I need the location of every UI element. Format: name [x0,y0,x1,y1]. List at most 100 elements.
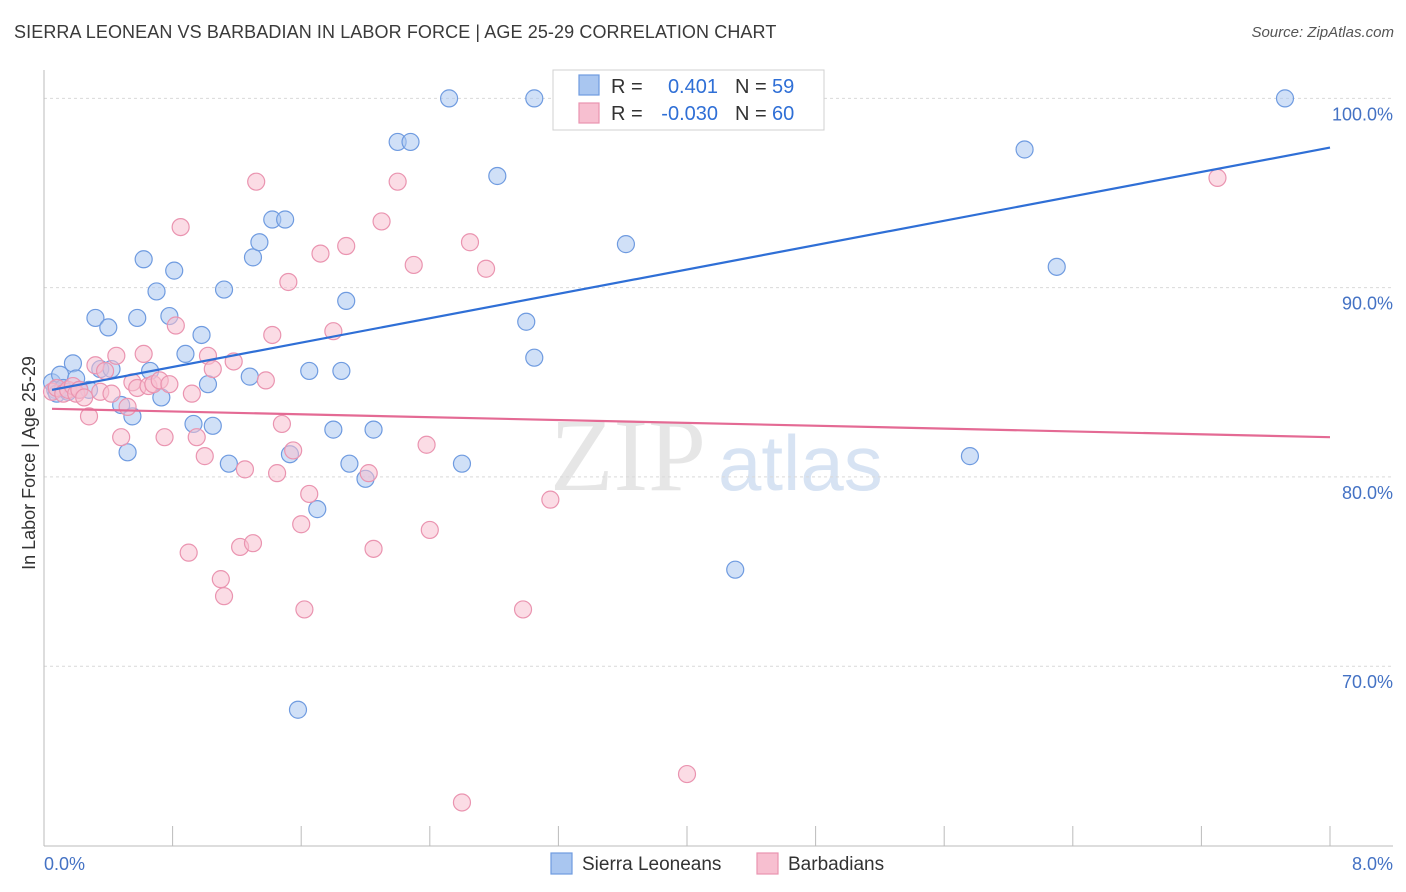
point-barbadian [195,447,214,466]
point-sierra-leonean [364,420,383,439]
legend-r-value-2: -0.030 [661,103,718,125]
point-barbadian [267,464,287,483]
point-barbadian [256,371,275,390]
point-barbadian [107,346,126,365]
point-barbadian [372,212,391,231]
bottom-legend: Sierra Leoneans Barbadians [550,852,884,875]
watermark-zip: ZIP [550,398,706,513]
point-barbadian [292,515,311,534]
series-barbadians-points [42,168,1227,812]
bottom-legend-label-sierra-leoneans: Sierra Leoneans [582,854,721,875]
bottom-legend-label-barbadians: Barbadians [788,854,884,875]
point-sierra-leonean [525,348,544,367]
point-sierra-leonean [525,89,544,108]
legend-swatch-sierra-leoneans [578,74,600,96]
point-sierra-leonean [337,291,356,311]
point-sierra-leonean [288,700,308,719]
legend-swatch-barbadians [578,102,600,124]
point-barbadian [235,460,255,479]
legend-r-value-1: 0.401 [668,76,718,98]
point-sierra-leonean [86,308,105,328]
point-barbadian [279,272,298,292]
legend-n-label-2: N = [735,103,767,125]
y-tick-label: 70.0% [1342,672,1393,692]
point-sierra-leonean [63,354,83,373]
point-barbadian [179,543,198,562]
y-axis-title: In Labor Force | Age 25-29 [19,356,39,570]
point-sierra-leonean [99,318,118,337]
point-barbadian [388,172,407,191]
point-barbadian [460,233,480,252]
point-sierra-leonean [176,344,195,364]
chart-title: SIERRA LEONEAN VS BARBADIAN IN LABOR FOR… [14,22,777,42]
y-axis-labels: 70.0% 80.0% 90.0% 100.0% [1332,104,1393,692]
source-label: Source: ZipAtlas.com [1251,24,1394,41]
point-barbadian [284,441,303,460]
point-sierra-leonean [332,361,351,381]
point-barbadian [182,384,201,403]
point-barbadian [417,435,436,454]
point-sierra-leonean [452,454,472,473]
bottom-legend-swatch-sierra-leoneans [550,852,573,875]
point-barbadian [95,361,115,381]
point-barbadian [134,344,153,364]
point-barbadian [272,414,292,434]
axes [43,70,1393,847]
trend-lines [51,146,1331,439]
point-sierra-leonean [324,420,343,439]
point-sierra-leonean [1015,140,1034,159]
legend-r-label-2: R = [611,103,643,125]
point-barbadian [214,587,234,606]
point-sierra-leonean [134,250,153,269]
point-sierra-leonean [616,235,636,254]
point-sierra-leonean [198,375,218,394]
point-barbadian [541,490,560,509]
point-barbadian [243,534,263,553]
point-barbadian [203,359,222,379]
series-sierra-leoneans-points [42,89,1295,719]
point-sierra-leonean [517,312,536,331]
legend-r-label-1: R = [611,76,643,98]
point-sierra-leonean [300,361,319,381]
point-barbadian [677,764,697,784]
y-tick-label: 100.0% [1332,104,1393,124]
point-sierra-leonean [726,560,745,579]
x-axis-ticks [43,826,1331,846]
point-sierra-leonean [240,367,259,386]
point-sierra-leonean [192,325,211,345]
point-barbadian [211,570,230,589]
point-sierra-leonean [960,447,980,466]
point-barbadian [102,384,121,403]
point-sierra-leonean [147,282,166,301]
point-barbadian [311,244,330,263]
x-tick-label-max: 8.0% [1352,854,1393,874]
point-sierra-leonean [276,210,295,229]
y-tick-label: 80.0% [1342,483,1393,503]
legend-n-label-1: N = [735,76,767,98]
point-barbadian [187,428,206,447]
point-sierra-leonean [128,308,147,328]
point-barbadian [476,259,496,278]
point-barbadian [295,600,314,619]
point-barbadian [337,236,356,256]
legend: R = 0.401 N = 59 R = -0.030 N = 60 [552,69,825,131]
point-barbadian [79,407,99,426]
point-sierra-leonean [203,416,222,435]
bottom-legend-swatch-barbadians [756,852,779,875]
point-barbadian [75,388,94,407]
legend-n-value-2: 60 [772,103,794,125]
point-barbadian [513,600,533,619]
point-sierra-leonean [165,261,184,280]
point-sierra-leonean [118,443,137,462]
point-sierra-leonean [1275,89,1295,108]
point-barbadian [420,520,439,540]
point-barbadian [364,539,383,558]
point-barbadian [166,316,185,335]
point-barbadian [404,255,423,275]
point-sierra-leonean [340,454,359,473]
trend-line-barbadians [51,407,1331,439]
point-sierra-leonean [488,166,507,186]
point-sierra-leonean [1047,257,1066,276]
trend-line-sierra-leoneans [51,146,1331,391]
point-barbadian [171,217,190,237]
